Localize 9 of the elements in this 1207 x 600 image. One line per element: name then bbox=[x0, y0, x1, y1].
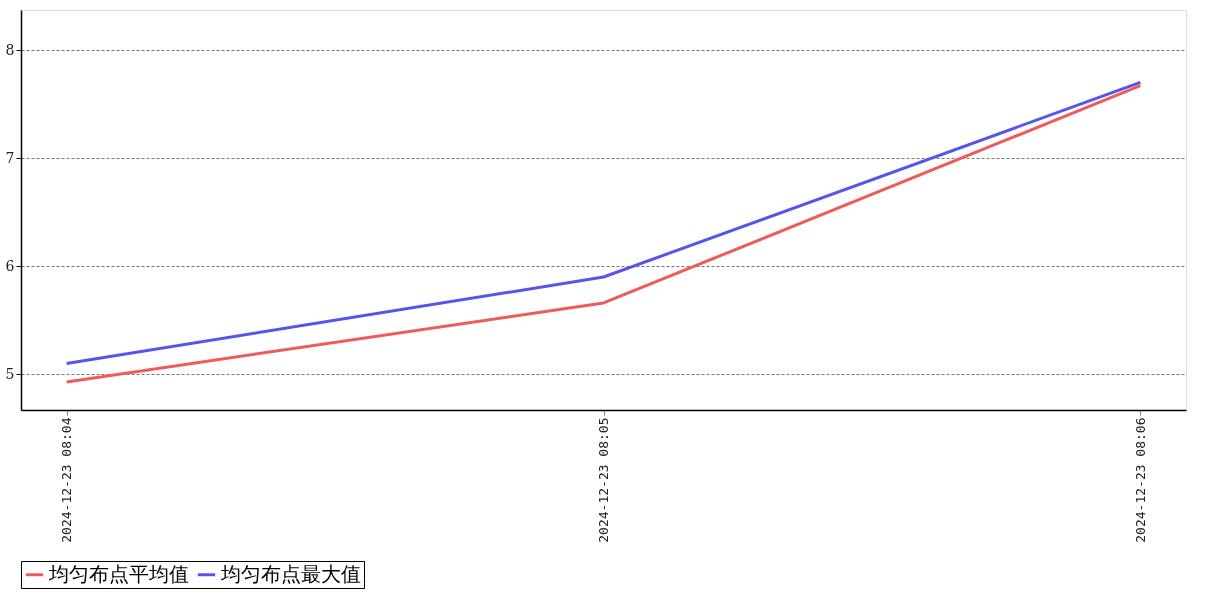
x-tick-label: 2024-12-23 08:06 bbox=[1132, 417, 1148, 543]
legend-label: 均匀布点最大值 bbox=[220, 561, 361, 586]
legend-label: 均匀布点平均值 bbox=[48, 561, 189, 586]
y-tick-label: 7 bbox=[5, 149, 15, 166]
x-tick-label: 2024-12-23 08:04 bbox=[59, 417, 75, 543]
y-tick-label: 6 bbox=[5, 257, 15, 274]
y-tick-label: 5 bbox=[5, 365, 15, 382]
x-tick-label: 2024-12-23 08:05 bbox=[596, 417, 611, 543]
y-tick-label: 8 bbox=[5, 41, 15, 58]
